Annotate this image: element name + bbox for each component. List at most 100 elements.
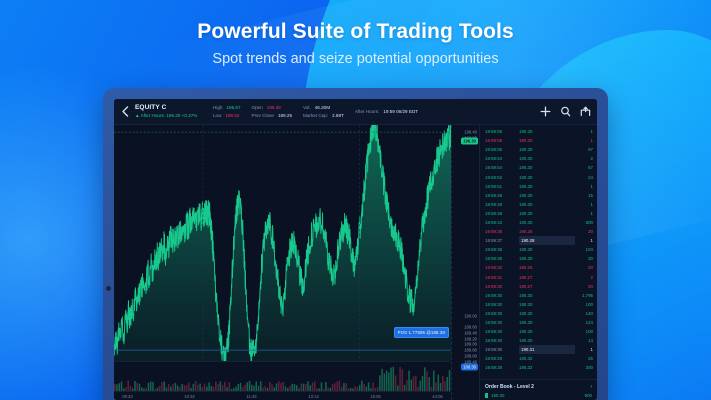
stat-low-value: 188.52	[225, 113, 240, 118]
stat-low: Low 188.52	[213, 112, 241, 119]
order-size: 24	[588, 174, 593, 180]
stat-high: High 196.67	[213, 104, 241, 111]
volume-chart	[114, 361, 451, 391]
order-book-row[interactable]: 19:59:30 190.30 100	[480, 300, 597, 309]
stat-after-hours-value: 19:59 06/29 EDT	[383, 109, 419, 114]
order-book-row[interactable]: 19:59:36 190.30 104	[480, 245, 597, 254]
bid-quantity: 900	[584, 393, 592, 398]
price-chart[interactable]: POS 1.77595 @188.30	[114, 125, 451, 361]
order-size: 1	[590, 201, 593, 207]
order-book-row[interactable]: 19:59:54 190.30 67	[480, 163, 597, 172]
order-book-row[interactable]: 19:59:32 190.26 20	[480, 263, 597, 272]
chart-pane[interactable]: POS 1.77595 @188.30 09:33 10:34 11:48 13:13…	[114, 125, 451, 400]
order-book-row[interactable]: 19:59:54 190.30 2	[480, 154, 597, 163]
order-size: 67	[588, 147, 593, 153]
order-time: 19:59:52	[485, 174, 503, 180]
order-price: 190.30	[519, 138, 533, 144]
price-axis: 196.40196.20190.00189.60189.40189.20189.…	[451, 125, 479, 400]
price-tick: 188.80	[464, 347, 477, 353]
order-book-best-bid: 190.30 900	[485, 393, 592, 398]
order-book-row[interactable]: 19:59:28 190.32 200	[480, 363, 597, 372]
chevron-left-icon[interactable]	[118, 105, 132, 119]
order-book-footer[interactable]: Order Book - Level 2 › 190.30 900	[480, 379, 597, 400]
order-size: 67	[588, 165, 593, 171]
position-price-tick: 188.30	[461, 363, 478, 371]
order-book-row[interactable]: 19:59:30 190.27 20	[480, 282, 597, 291]
bid-swatch	[485, 393, 488, 398]
price-tick: 188.40	[464, 359, 477, 364]
order-size: 1	[590, 138, 593, 144]
stat-prev-close-key: Prev Close	[251, 113, 274, 118]
plus-icon[interactable]	[540, 106, 551, 117]
volume-chart-svg	[114, 366, 451, 391]
search-icon[interactable]	[560, 106, 571, 117]
order-book-row[interactable]: 19:59:30 190.30 100	[480, 327, 597, 336]
order-price: 190.30	[519, 201, 533, 207]
order-size: 15	[588, 192, 593, 198]
position-badge[interactable]: POS 1.77595 @188.30	[393, 327, 449, 338]
order-time: 19:59:51	[485, 183, 503, 189]
order-book-pane[interactable]: 19:59:59 190.30 1 19:59:56 190.30 1 19:59:55 19…	[479, 125, 597, 400]
order-price: 190.30	[519, 247, 533, 253]
stat-low-key: Low	[213, 113, 222, 118]
stat-volume-value: 46.20M	[314, 105, 331, 110]
time-tick: 16:05	[370, 393, 381, 399]
order-price: 190.26	[519, 229, 533, 235]
order-time: 19:59:36	[485, 247, 503, 253]
laptop-side-button	[105, 286, 111, 291]
order-book-rows[interactable]: 19:59:59 190.30 1 19:59:56 190.30 1 19:59:55 19…	[480, 125, 597, 379]
order-book-row[interactable]: 19:59:31 190.27 2	[480, 273, 597, 282]
order-book-row[interactable]: 19:59:55 190.30 67	[480, 145, 597, 154]
order-price: 190.30	[519, 219, 533, 225]
order-size: 1,795	[582, 292, 593, 298]
order-book-row[interactable]: 19:59:48 190.30 15	[480, 191, 597, 200]
order-book-row[interactable]: 19:59:30 190.30 14	[480, 336, 597, 345]
order-book-row[interactable]: 19:59:36 190.30 20	[480, 254, 597, 263]
order-book-row[interactable]: 19:59:30 190.30 1,795	[480, 291, 597, 300]
order-book-row[interactable]: 19:59:38 190.26 20	[480, 227, 597, 236]
chevron-right-icon[interactable]: ›	[590, 384, 592, 390]
order-size: 2	[590, 274, 593, 280]
order-book-row[interactable]: 19:59:30 190.30 140	[480, 309, 597, 318]
order-time: 19:59:54	[485, 165, 503, 171]
order-book-row[interactable]: 19:59:52 190.30 24	[480, 172, 597, 181]
order-book-row[interactable]: 19:59:30 190.30 124	[480, 318, 597, 327]
order-price: 190.30	[519, 192, 533, 198]
share-icon[interactable]	[580, 106, 591, 117]
time-tick: 11:48	[246, 393, 257, 399]
order-time: 19:59:30	[485, 292, 503, 298]
order-size: 25	[588, 356, 593, 362]
order-time: 19:59:30	[485, 310, 503, 316]
order-price: 190.30	[519, 338, 533, 344]
order-book-row[interactable]: 19:59:59 190.30 1	[480, 127, 597, 136]
order-book-row[interactable]: 19:59:51 190.30 1	[480, 182, 597, 191]
order-book-footer-title-row[interactable]: Order Book - Level 2 ›	[485, 384, 592, 390]
stat-high-key: High	[213, 105, 223, 110]
order-book-row[interactable]: 19:59:37 190.28 1	[480, 236, 597, 246]
order-time: 19:59:28	[485, 365, 503, 371]
symbol-block[interactable]: EQUITY C ▲ After Hours: 196.30 +0.27%	[135, 104, 207, 119]
order-time: 19:59:37	[485, 238, 503, 244]
order-price: 190.30	[519, 310, 533, 316]
order-book-row[interactable]: 19:59:42 190.30 600	[480, 218, 597, 227]
stat-high-value: 196.67	[226, 105, 241, 110]
stat-column-4: After Hours: 19:59 06/29 EDT	[355, 108, 418, 115]
order-book-row[interactable]: 19:59:29 190.32 25	[480, 354, 597, 363]
order-time: 19:59:36	[485, 256, 503, 262]
order-size: 20	[588, 283, 593, 289]
order-book-row[interactable]: 19:59:56 190.30 1	[480, 136, 597, 145]
order-size: 1	[590, 129, 593, 135]
price-chart-svg	[114, 125, 451, 361]
price-tick: 189.00	[464, 341, 477, 347]
order-time: 19:59:42	[485, 219, 503, 225]
order-book-row[interactable]: 19:59:30 190.31 1	[480, 345, 597, 355]
order-price: 190.30	[519, 329, 533, 335]
order-price: 190.30	[519, 129, 533, 135]
order-size: 104	[585, 247, 593, 253]
order-book-row[interactable]: 19:59:48 190.30 1	[480, 209, 597, 218]
stat-prev-close-value: 189.25	[277, 113, 293, 118]
order-price: 190.30	[519, 156, 533, 162]
order-book-row[interactable]: 19:59:48 190.30 1	[480, 200, 597, 209]
order-time: 19:59:38	[485, 229, 503, 235]
order-book-title: Order Book - Level 2	[485, 384, 534, 390]
